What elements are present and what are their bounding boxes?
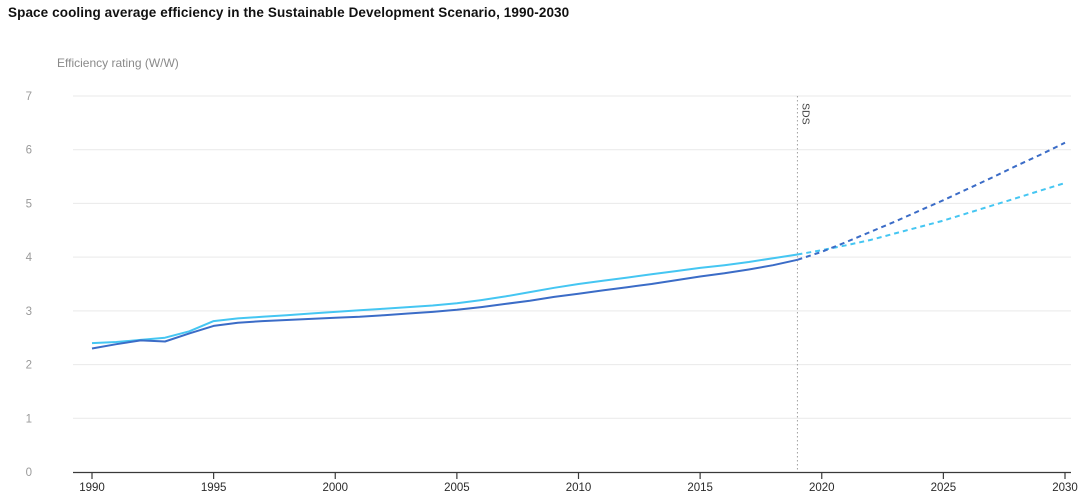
x-tick-label: 2025 — [931, 482, 957, 494]
sds-label: SDS — [799, 103, 811, 125]
x-tick-label: 2020 — [809, 482, 835, 494]
dark-blue-efficiency-line-historical — [91, 258, 798, 350]
y-tick-label: 3 — [26, 306, 32, 318]
y-tick-label: 6 — [26, 145, 32, 157]
y-tick-label: 5 — [26, 198, 32, 210]
chart-title: Space cooling average efficiency in the … — [8, 5, 570, 20]
x-tick-label: 2005 — [444, 482, 470, 494]
x-tick-label: 2000 — [322, 482, 348, 494]
light-blue-efficiency-line-historical — [91, 253, 798, 345]
x-tick-label: 1995 — [201, 482, 227, 494]
y-tick-label: 0 — [26, 467, 32, 479]
y-tick-label: 2 — [26, 360, 32, 372]
dark-blue-efficiency-line-projection — [797, 141, 1066, 261]
y-axis-unit-label: Efficiency rating (W/W) — [57, 56, 179, 70]
light-blue-efficiency-line-projection — [797, 182, 1066, 256]
y-tick-label: 1 — [26, 413, 32, 425]
x-tick-label: 2030 — [1052, 482, 1078, 494]
x-tick-label: 2010 — [566, 482, 592, 494]
y-tick-label: 7 — [26, 91, 32, 103]
x-tick-label: 1990 — [79, 482, 105, 494]
x-tick-label: 2015 — [687, 482, 713, 494]
y-tick-label: 4 — [26, 252, 33, 264]
